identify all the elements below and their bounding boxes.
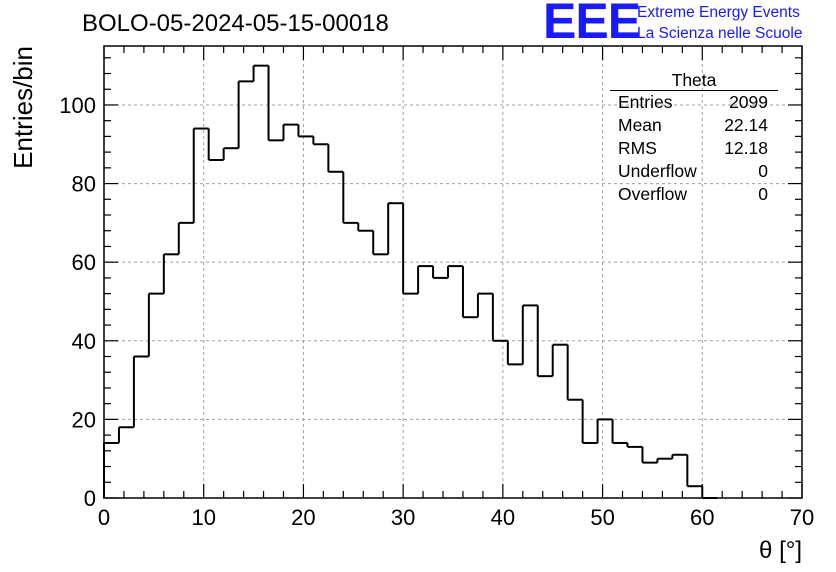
stats-value: 0 — [758, 184, 768, 204]
histogram-bin — [551, 343, 568, 377]
histogram-bin — [417, 265, 434, 294]
histogram-bin — [566, 344, 583, 401]
chart-title: BOLO-05-2024-05-15-00018 — [82, 10, 389, 37]
stats-label: RMS — [618, 138, 657, 158]
histogram-bin — [297, 124, 314, 138]
stats-value: 0 — [758, 161, 768, 181]
y-tick-label: 80 — [72, 172, 96, 197]
histogram-bin — [282, 123, 299, 141]
histogram-bin — [491, 293, 508, 342]
x-tick-label: 70 — [790, 505, 814, 530]
histogram-bin — [357, 222, 374, 232]
stats-row-underflow: Underflow 0 — [610, 160, 778, 183]
eee-logo: EEE — [543, 0, 641, 49]
histogram-bin — [701, 486, 718, 499]
histogram-bin — [671, 453, 688, 459]
histogram-bin — [222, 147, 239, 160]
x-tick-label: 60 — [690, 505, 714, 530]
histogram-bin — [686, 454, 703, 488]
eee-logo-line1: Extreme Energy Events — [637, 4, 800, 21]
histogram-bin — [207, 128, 224, 161]
stats-value: 22.14 — [724, 115, 768, 135]
histogram-bin — [147, 292, 164, 357]
y-tick-label: 60 — [72, 250, 96, 275]
stats-label: Underflow — [618, 161, 697, 181]
x-tick-label: 40 — [491, 505, 515, 530]
histogram-bin — [192, 127, 209, 223]
histogram-bin — [327, 144, 344, 173]
stats-title: Theta — [610, 70, 778, 91]
histogram-bin — [476, 292, 493, 318]
stats-label: Mean — [618, 115, 662, 135]
histogram-bin — [461, 266, 478, 319]
stats-row-overflow: Overflow 0 — [610, 183, 778, 206]
histogram-bin — [447, 265, 463, 278]
histogram-bin — [506, 340, 523, 366]
x-tick-label: 30 — [391, 505, 415, 530]
axes: 0 10 20 30 40 50 60 70 0 20 40 60 80 100 θ [°] Entries/… — [8, 45, 814, 564]
x-tick-label: 10 — [191, 505, 215, 530]
y-tick-label: 40 — [72, 329, 96, 354]
histogram-bin — [521, 304, 538, 365]
plot-frame — [103, 45, 803, 499]
y-tick-label: 100 — [59, 93, 96, 118]
histogram-bin — [581, 399, 598, 444]
histogram-bin — [162, 253, 179, 294]
stats-row-rms: RMS 12.18 — [610, 137, 778, 160]
histogram-bin — [626, 442, 643, 448]
histogram-bin — [177, 221, 194, 255]
y-tick-label: 20 — [72, 407, 96, 432]
x-tick-label: 0 — [98, 505, 110, 530]
histogram-bin — [237, 80, 254, 149]
histogram-bin — [611, 419, 628, 444]
stats-label: Entries — [618, 92, 673, 112]
x-tick-label: 20 — [291, 505, 315, 530]
histogram-bin — [132, 355, 149, 428]
x-tick-label: 50 — [590, 505, 614, 530]
stats-value: 2099 — [729, 92, 768, 112]
histogram-bars — [103, 64, 718, 499]
stats-value: 12.18 — [724, 138, 768, 158]
histogram-bin — [596, 418, 613, 443]
stats-box: Theta Entries 2099 Mean 22.14 RMS 12.18 … — [610, 70, 778, 206]
stats-row-mean: Mean 22.14 — [610, 114, 778, 137]
histogram-bin — [312, 136, 329, 146]
histogram-bin — [402, 203, 419, 295]
histogram-bin — [117, 426, 134, 443]
histogram-bin — [387, 202, 404, 255]
histogram-bin — [641, 446, 658, 464]
histogram-bin — [432, 266, 449, 279]
y-tick-label: 0 — [84, 486, 96, 511]
histogram-bin — [372, 230, 389, 256]
histogram-bin — [252, 64, 269, 82]
stats-label: Overflow — [618, 184, 688, 204]
grid-lines — [104, 46, 802, 498]
eee-logo-line2: La Scienza nelle Scuole — [637, 25, 803, 42]
histogram-bin — [267, 65, 284, 142]
y-axis-label: Entries/bin — [8, 46, 38, 169]
x-axis-label: θ [°] — [759, 537, 802, 564]
histogram-bin — [656, 457, 673, 463]
stats-row-entries: Entries 2099 — [610, 91, 778, 114]
histogram-bin — [536, 305, 553, 378]
histogram-bin — [342, 171, 359, 224]
